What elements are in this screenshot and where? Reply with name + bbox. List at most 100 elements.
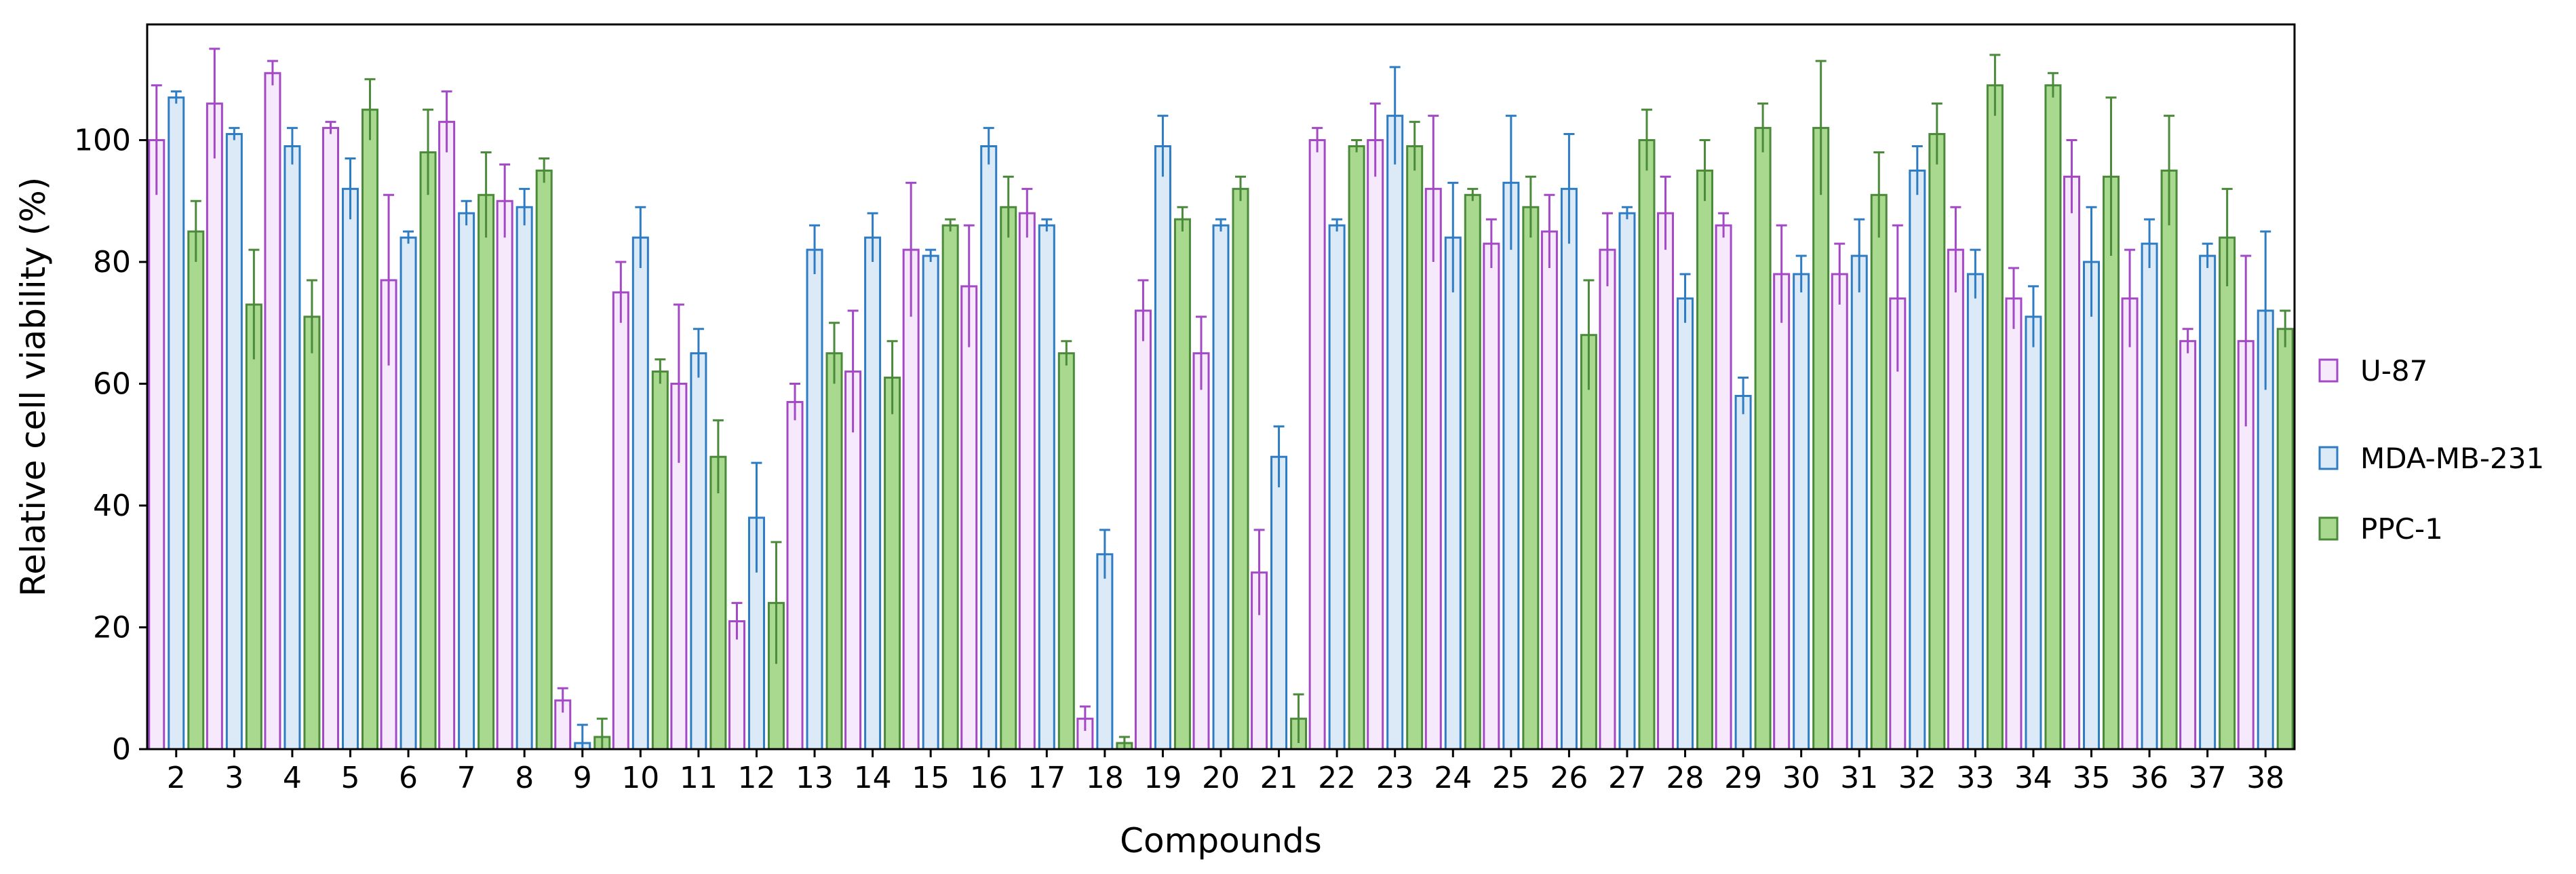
bar	[245, 303, 262, 750]
x-axis: 2 3 4 5 6 7 8 9 10 11 12 13 14 15 16 17 18 19 20 21 22 23 24 25…	[167, 749, 2284, 795]
y-axis: 0 20 40 60 80 100	[74, 124, 147, 767]
x-axis-title: Compounds	[1120, 821, 1322, 860]
bar	[631, 236, 649, 750]
bar	[1212, 224, 1230, 750]
x-tick-label: 13	[796, 761, 834, 795]
bar	[1715, 224, 1732, 750]
x-tick-label: 32	[1898, 761, 1936, 795]
x-tick-label: 6	[399, 761, 418, 795]
bar	[1232, 187, 1249, 750]
bar	[1773, 273, 1791, 750]
bar	[980, 145, 998, 750]
x-tick-label: 38	[2246, 761, 2284, 795]
x-tick-label: 2	[167, 761, 186, 795]
bar	[496, 200, 513, 750]
x-tick-label: 3	[225, 761, 243, 795]
legend-swatch	[2318, 446, 2339, 470]
bar	[1406, 145, 1424, 750]
bar	[2121, 297, 2139, 750]
bar	[1000, 206, 1017, 750]
bar	[2063, 175, 2081, 750]
bar	[2005, 297, 2023, 750]
bar	[1367, 139, 1384, 750]
bar	[786, 400, 804, 750]
bar	[1502, 181, 1520, 750]
bar	[941, 224, 959, 750]
y-tick-label: 20	[93, 611, 131, 645]
bar	[864, 236, 882, 750]
x-tick-label: 34	[2014, 761, 2052, 795]
bar	[1870, 193, 1888, 750]
x-tick-label: 21	[1260, 761, 1298, 795]
bar	[612, 291, 629, 750]
bar	[1560, 187, 1578, 750]
x-tick-label: 10	[621, 761, 659, 795]
bar	[187, 230, 205, 750]
bar	[458, 212, 475, 750]
bar	[1734, 394, 1752, 750]
bar	[1308, 139, 1326, 750]
x-tick-label: 15	[912, 761, 950, 795]
bar	[1444, 236, 1462, 750]
x-tick-label: 5	[340, 761, 359, 795]
bar	[2025, 316, 2042, 750]
bar	[728, 620, 745, 750]
bar	[225, 133, 243, 750]
bar	[922, 254, 939, 750]
bar	[1018, 212, 1036, 750]
bar	[825, 352, 843, 750]
bar	[1192, 352, 1210, 750]
y-tick-label: 40	[93, 489, 131, 523]
legend-label: MDA-MB-231	[2360, 442, 2544, 475]
bar	[1677, 297, 1694, 750]
bar	[1348, 145, 1365, 750]
x-tick-label: 11	[680, 761, 718, 795]
bar	[2219, 236, 2236, 750]
x-tick-label: 22	[1318, 761, 1356, 795]
y-tick-label: 80	[93, 245, 131, 280]
x-tick-label: 12	[737, 761, 775, 795]
bar	[1173, 218, 1191, 750]
bar	[1947, 248, 1964, 750]
bar	[284, 145, 301, 750]
bar	[1831, 273, 1848, 750]
x-tick-label: 29	[1724, 761, 1762, 795]
bar	[1464, 193, 1481, 750]
bar	[168, 96, 185, 750]
bar	[690, 352, 707, 750]
legend-label: PPC-1	[2360, 512, 2443, 546]
bar	[303, 316, 321, 750]
bar	[341, 187, 359, 750]
x-tick-label: 31	[1840, 761, 1878, 795]
bar	[1812, 127, 1830, 750]
x-tick-label: 19	[1144, 761, 1182, 795]
legend-swatch	[2318, 358, 2339, 383]
bar	[321, 127, 339, 750]
x-tick-label: 20	[1202, 761, 1240, 795]
bar	[902, 248, 920, 750]
bar	[361, 109, 378, 750]
bar	[1328, 224, 1346, 750]
bar	[1522, 206, 1540, 750]
x-tick-label: 4	[283, 761, 302, 795]
bar	[1540, 230, 1558, 750]
bar	[1754, 127, 1772, 750]
x-tick-label: 30	[1782, 761, 1820, 795]
bar	[1386, 115, 1404, 750]
bar	[419, 151, 437, 750]
bar	[1483, 242, 1500, 750]
bar	[2044, 84, 2062, 750]
bar	[1424, 187, 1442, 750]
bar	[806, 248, 823, 750]
x-tick-label: 25	[1492, 761, 1530, 795]
bar	[2083, 261, 2101, 750]
bar	[1038, 224, 1055, 750]
bar	[1618, 212, 1636, 750]
bar	[651, 370, 669, 750]
x-tick-label: 8	[515, 761, 534, 795]
bar	[1966, 273, 1984, 750]
bar	[1134, 309, 1152, 750]
bar	[399, 236, 417, 750]
x-tick-label: 18	[1086, 761, 1124, 795]
x-tick-label: 26	[1550, 761, 1588, 795]
